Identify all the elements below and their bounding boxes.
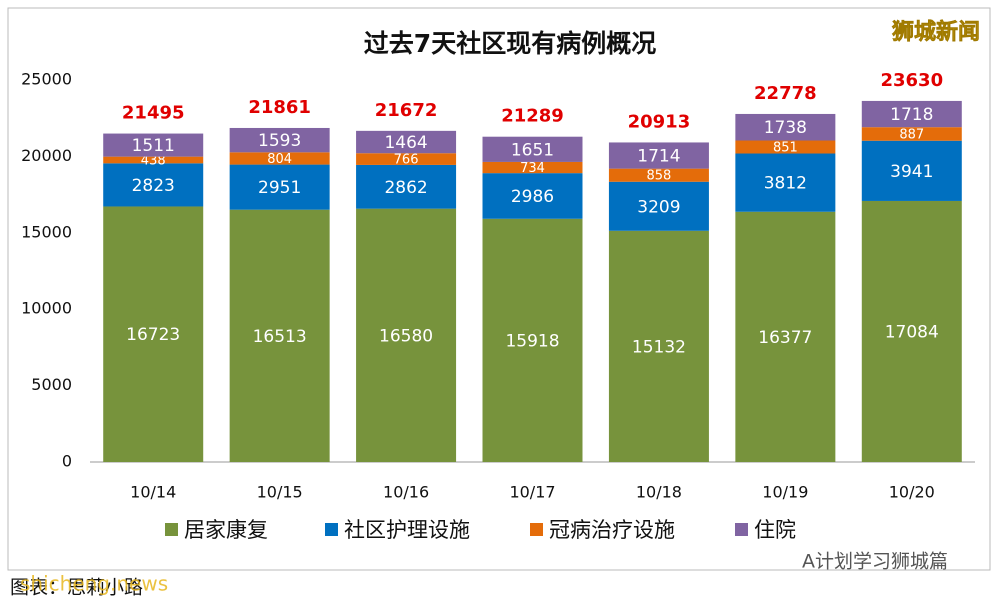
total-label: 21672 (375, 100, 438, 121)
chart-title: 过去7天社区现有病例概况 (364, 29, 656, 58)
watermark-top: 狮城新闻 (892, 19, 980, 45)
value-label: 1511 (132, 136, 175, 156)
value-label: 858 (647, 169, 672, 184)
value-label: 438 (141, 153, 166, 168)
bar-segment (103, 163, 204, 207)
value-label: 3812 (764, 174, 807, 194)
bar-segment (229, 209, 330, 462)
legend-swatch (735, 523, 748, 536)
value-label: 851 (773, 141, 798, 156)
value-label: 17084 (885, 322, 939, 342)
value-label: 1464 (384, 133, 427, 153)
bar-segment (482, 173, 583, 219)
bar-segment (356, 208, 457, 462)
legend-label: 社区护理设施 (344, 518, 470, 542)
bar-segment (735, 153, 836, 212)
value-label: 15918 (505, 331, 559, 351)
bar-segment (356, 164, 457, 209)
bar-segment (229, 127, 330, 153)
value-label: 1651 (511, 140, 554, 160)
total-label: 21861 (248, 97, 311, 118)
value-label: 734 (520, 161, 545, 176)
value-label: 3209 (637, 197, 680, 217)
bar-segment (356, 153, 457, 165)
y-tick-label: 20000 (21, 146, 72, 165)
x-tick-label: 10/14 (130, 483, 176, 502)
bar-segment (608, 230, 709, 462)
x-tick-label: 10/19 (762, 483, 808, 502)
y-tick-label: 0 (62, 452, 72, 471)
value-label: 2823 (132, 176, 175, 196)
value-label: 887 (899, 127, 924, 142)
bar-segment (608, 142, 709, 169)
total-label: 22778 (754, 83, 817, 104)
total-label: 21289 (501, 106, 564, 127)
bar-segment (861, 100, 962, 128)
legend-swatch (530, 523, 543, 536)
value-label: 1738 (764, 118, 807, 138)
x-tick-label: 10/16 (383, 483, 429, 502)
value-label: 3941 (890, 162, 933, 182)
legend-label: 冠病治疗设施 (549, 518, 675, 542)
x-tick-label: 10/20 (889, 483, 935, 502)
y-tick-label: 15000 (21, 222, 72, 241)
bar-segment (356, 130, 457, 154)
value-label: 16723 (126, 325, 180, 345)
value-label: 804 (267, 152, 292, 167)
bar-segment (608, 168, 709, 182)
value-label: 16377 (758, 328, 812, 348)
total-label: 23630 (880, 70, 943, 91)
y-tick-label: 10000 (21, 299, 72, 318)
y-tick-label: 5000 (31, 375, 72, 394)
bar-segment (482, 161, 583, 174)
bar-segment (861, 140, 962, 201)
total-label: 21495 (122, 103, 185, 124)
bar-segment (482, 136, 583, 162)
footer-overlay: shicheng.news (20, 572, 168, 596)
value-label: 1714 (637, 147, 680, 167)
value-label: 1593 (258, 131, 301, 151)
legend-swatch (325, 523, 338, 536)
total-label: 20913 (628, 111, 691, 132)
bar-segment (229, 164, 330, 210)
x-tick-label: 10/15 (257, 483, 303, 502)
footer: 图表：思莉小路 (10, 577, 143, 599)
value-label: 15132 (632, 337, 686, 357)
x-tick-label: 10/18 (636, 483, 682, 502)
legend-swatch (165, 523, 178, 536)
bar-segment (229, 152, 330, 165)
bar-segment (103, 206, 204, 462)
value-label: 2986 (511, 187, 554, 207)
bar-segment (861, 127, 962, 141)
bar-segment (861, 200, 962, 462)
value-label: 766 (394, 153, 419, 168)
bar-segment (608, 181, 709, 231)
watermark-bottom: A计划学习狮城篇 (802, 551, 948, 573)
bar-segment (735, 211, 836, 462)
value-label: 1718 (890, 105, 933, 125)
bar-segment (103, 156, 204, 164)
bar-segment (735, 113, 836, 141)
value-label: 16580 (379, 326, 433, 346)
value-label: 16513 (253, 327, 307, 347)
legend-label: 居家康复 (184, 518, 268, 542)
value-label: 2951 (258, 178, 301, 198)
legend-label: 住院 (754, 518, 796, 542)
bar-segment (103, 133, 204, 157)
value-label: 2862 (384, 178, 427, 198)
bar-segment (735, 140, 836, 154)
bar-segment (482, 218, 583, 462)
x-tick-label: 10/17 (509, 483, 555, 502)
y-tick-label: 25000 (21, 70, 72, 89)
